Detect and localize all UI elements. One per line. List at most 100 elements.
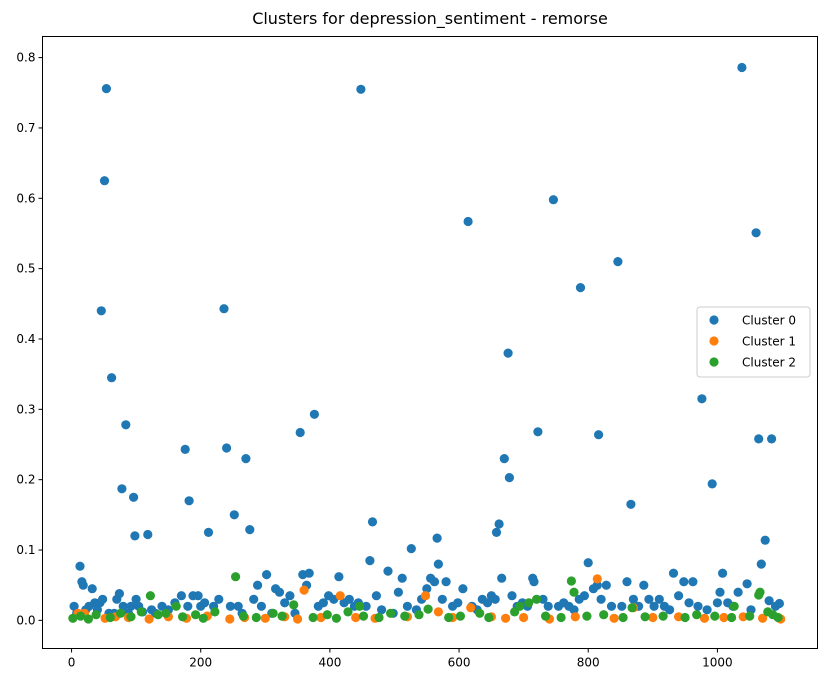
data-point [355, 601, 365, 611]
data-point [222, 443, 232, 453]
data-point [322, 610, 332, 620]
data-point [729, 601, 739, 611]
data-point [400, 611, 410, 621]
y-tick-label: 0.4 [16, 332, 35, 346]
data-point [712, 598, 723, 608]
data-point [238, 611, 248, 621]
data-point [622, 577, 632, 587]
legend-marker [709, 357, 719, 367]
data-point [285, 591, 295, 601]
data-point [774, 598, 785, 609]
data-point [144, 614, 154, 624]
data-point [91, 610, 101, 620]
data-point [575, 283, 586, 293]
data-point [533, 427, 543, 437]
series-2 [68, 572, 783, 624]
y-tick-label: 0.5 [16, 262, 35, 276]
data-point [640, 612, 650, 622]
data-point [606, 601, 617, 611]
data-point [767, 434, 777, 444]
data-point [658, 611, 668, 621]
data-point [644, 594, 654, 604]
data-point [432, 533, 442, 543]
data-point [754, 434, 764, 444]
data-point [318, 598, 328, 608]
x-axis: 0 200 400 600 800 1000 [68, 648, 733, 670]
data-point [231, 572, 241, 582]
data-point [183, 601, 193, 611]
data-point [764, 596, 774, 606]
data-point [627, 603, 637, 613]
data-point [556, 612, 566, 623]
data-point [755, 587, 765, 597]
x-tick-label: 600 [448, 656, 471, 670]
data-point [130, 531, 140, 541]
data-point [599, 610, 609, 620]
data-point [87, 584, 97, 594]
data-point [727, 612, 737, 623]
data-point [668, 568, 679, 578]
data-point [260, 613, 270, 623]
data-point [229, 510, 239, 520]
data-point [458, 584, 468, 594]
data-point [256, 601, 266, 611]
data-point [648, 612, 658, 623]
data-point [274, 587, 285, 597]
data-point [594, 430, 604, 440]
data-point [334, 572, 344, 582]
data-point [126, 612, 136, 622]
data-point [507, 591, 517, 601]
data-point [293, 614, 303, 624]
data-point [101, 84, 111, 94]
data-point [529, 577, 539, 587]
legend-label: Cluster 1 [742, 335, 796, 349]
data-point [245, 525, 255, 535]
data-point [429, 577, 440, 587]
data-point [171, 601, 181, 611]
data-point [497, 573, 507, 583]
data-point [582, 611, 592, 621]
data-point [105, 612, 115, 623]
data-point [191, 610, 201, 620]
data-point [299, 585, 309, 595]
data-point [309, 409, 319, 419]
data-point [114, 589, 124, 599]
data-point [214, 594, 224, 604]
data-point [184, 496, 194, 506]
data-point [203, 527, 214, 538]
data-point [601, 580, 611, 590]
data-point [99, 176, 110, 186]
data-point [680, 612, 690, 623]
data-point [609, 613, 619, 623]
data-point [494, 519, 504, 529]
data-point [499, 454, 509, 464]
data-point [136, 607, 146, 617]
y-tick-label: 0.2 [16, 473, 35, 487]
data-point [402, 601, 412, 611]
data-point [393, 587, 403, 597]
points-layer [68, 62, 786, 624]
data-point [268, 608, 278, 618]
data-point [176, 591, 186, 601]
data-point [596, 594, 606, 604]
data-point [386, 608, 396, 618]
data-point [742, 579, 752, 589]
data-point [251, 612, 261, 623]
data-point [371, 591, 381, 601]
data-point [583, 558, 593, 568]
data-point [262, 570, 272, 580]
data-point [249, 594, 259, 604]
data-point [501, 613, 511, 623]
legend-label: Cluster 2 [742, 356, 796, 370]
data-point [475, 608, 485, 618]
data-point [145, 591, 155, 601]
data-point [758, 613, 768, 623]
data-point [361, 601, 371, 611]
data-point [773, 612, 783, 623]
data-point [579, 591, 590, 601]
data-point [83, 614, 93, 624]
data-point [433, 559, 443, 569]
data-point [358, 611, 369, 621]
data-point [453, 598, 463, 608]
